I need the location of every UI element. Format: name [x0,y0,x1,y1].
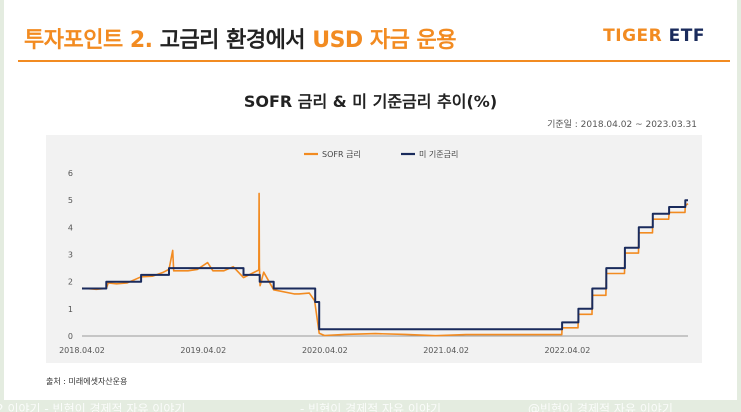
rate-line-chart: 0 1 2 3 4 5 6 2018.04.02 2019.04.02 2020.04.02 202… [59,150,689,355]
y-tick-label: 5 [68,196,73,205]
title-point-number: 투자포인트 2. [24,28,153,53]
y-tick-label: 1 [68,305,73,314]
y-tick-label: 3 [68,251,73,260]
legend-label: SOFR 금리 [322,150,361,159]
legend-label: 미 기준금리 [419,150,458,159]
sofr-rate-line [81,192,689,337]
watermark-text: - 빈현이 경제적 자유 이야기 [300,402,442,412]
chart-panel: 0 1 2 3 4 5 6 2018.04.02 2019.04.02 2020.04.02 202… [46,135,702,363]
chart-title: SOFR 금리 & 미 기준금리 추이(%) [243,92,498,111]
y-tick-label: 6 [68,169,73,178]
fed-rate-line [82,199,688,331]
watermark-text: 2 이야기 - 빈현이 경제적 자유 이야기 [0,402,186,412]
source-note: 출처 : 미래에셋자산운용 [46,377,128,386]
x-tick-label: 2019.04.02 [180,346,226,355]
title-divider [18,60,730,62]
y-tick-label: 4 [68,223,73,232]
x-tick-label: 2021.04.02 [423,346,469,355]
x-tick-label: 2020.04.02 [302,346,348,355]
x-tick-label: 2018.04.02 [59,346,105,355]
watermark-strip: 2 이야기 - 빈현이 경제적 자유 이야기 - 빈현이 경제적 자유 이야기 … [0,400,741,412]
y-tick-label: 2 [68,278,73,287]
logo-tiger: TIGER [603,26,663,46]
watermark-text: @빈현이 경제적 자유 이야기 [528,402,673,412]
slide: 투자포인트 2. 고금리 환경에서 USD 자금 운용 TIGER ETF SO… [4,0,737,400]
tiger-etf-logo: TIGER ETF [603,26,705,46]
base-date: 기준일 : 2018.04.02 ~ 2023.03.31 [547,120,697,130]
y-tick-label: 0 [68,332,73,341]
logo-etf: ETF [668,26,705,46]
page-title: 투자포인트 2. 고금리 환경에서 USD 자금 운용 [24,22,456,54]
x-tick-label: 2022.04.02 [544,346,590,355]
title-main: 고금리 환경에서 [159,28,306,53]
title-highlight: USD 자금 운용 [312,28,456,53]
